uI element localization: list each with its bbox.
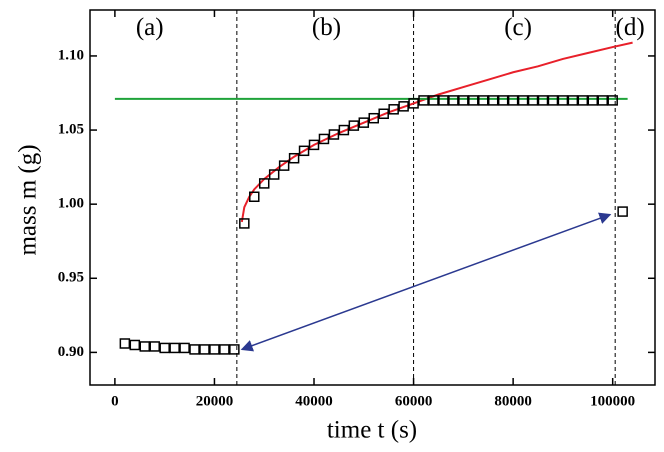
x-tick-label: 40000	[295, 393, 333, 409]
data-point	[209, 344, 220, 355]
data-point	[328, 129, 340, 140]
data-point	[448, 95, 459, 106]
data-point	[139, 341, 151, 352]
data-point	[298, 145, 310, 157]
data-point	[458, 95, 469, 106]
data-point	[517, 95, 529, 106]
data-point	[119, 338, 131, 349]
y-tick-label: 1.00	[58, 196, 84, 212]
data-point	[537, 95, 549, 106]
data-point	[527, 95, 539, 106]
data-point	[438, 95, 449, 106]
x-tick-label: 20000	[196, 393, 234, 409]
data-point	[428, 95, 439, 106]
data-point	[487, 95, 499, 106]
data-point	[507, 95, 519, 106]
data-point	[189, 344, 200, 355]
data-point	[607, 95, 618, 106]
data-point	[129, 339, 141, 351]
y-tick-label: 0.90	[58, 344, 84, 360]
region-label: (a)	[136, 14, 164, 41]
x-tick-label: 80000	[494, 393, 532, 409]
y-tick-label: 0.95	[58, 270, 84, 286]
x-tick-label: 60000	[395, 393, 433, 409]
data-point	[229, 344, 240, 355]
data-point	[149, 341, 160, 352]
data-point	[159, 342, 170, 354]
data-point	[468, 95, 479, 106]
x-axis-label: time t (s)	[327, 417, 417, 444]
data-point	[497, 95, 509, 106]
data-point	[597, 95, 608, 106]
data-point	[617, 206, 628, 217]
data-point	[587, 95, 599, 106]
data-point	[567, 95, 579, 106]
data-point	[179, 342, 190, 354]
region-label: (d)	[616, 14, 645, 41]
data-point	[219, 344, 230, 355]
data-point	[557, 95, 569, 106]
data-point	[398, 101, 409, 112]
data-point	[418, 95, 429, 106]
y-tick-label: 1.10	[58, 47, 84, 63]
data-point	[258, 178, 270, 189]
data-point	[478, 95, 489, 106]
data-point	[368, 112, 379, 124]
data-point	[199, 344, 210, 355]
arrow	[240, 212, 612, 352]
y-axis-label: mass m (g)	[15, 144, 42, 255]
data-point	[348, 120, 360, 131]
data-point	[278, 160, 290, 171]
region-label: (c)	[504, 14, 532, 41]
y-tick-label: 1.05	[58, 121, 84, 137]
data-point	[268, 169, 280, 180]
data-point	[358, 117, 370, 128]
x-tick-label: 0	[111, 393, 119, 409]
data-point	[577, 95, 589, 106]
data-point	[249, 191, 260, 203]
data-point	[547, 95, 559, 106]
fit-line	[240, 41, 633, 223]
data-point	[378, 108, 389, 120]
data-point	[288, 152, 300, 164]
x-tick-label: 100000	[590, 393, 635, 409]
data-point	[408, 98, 419, 109]
region-label: (b)	[312, 14, 341, 41]
data-point	[308, 139, 320, 151]
data-point	[338, 124, 350, 136]
data-point	[388, 104, 399, 115]
data-point	[318, 133, 330, 145]
data-point	[169, 342, 180, 354]
plot-frame	[89, 9, 656, 386]
